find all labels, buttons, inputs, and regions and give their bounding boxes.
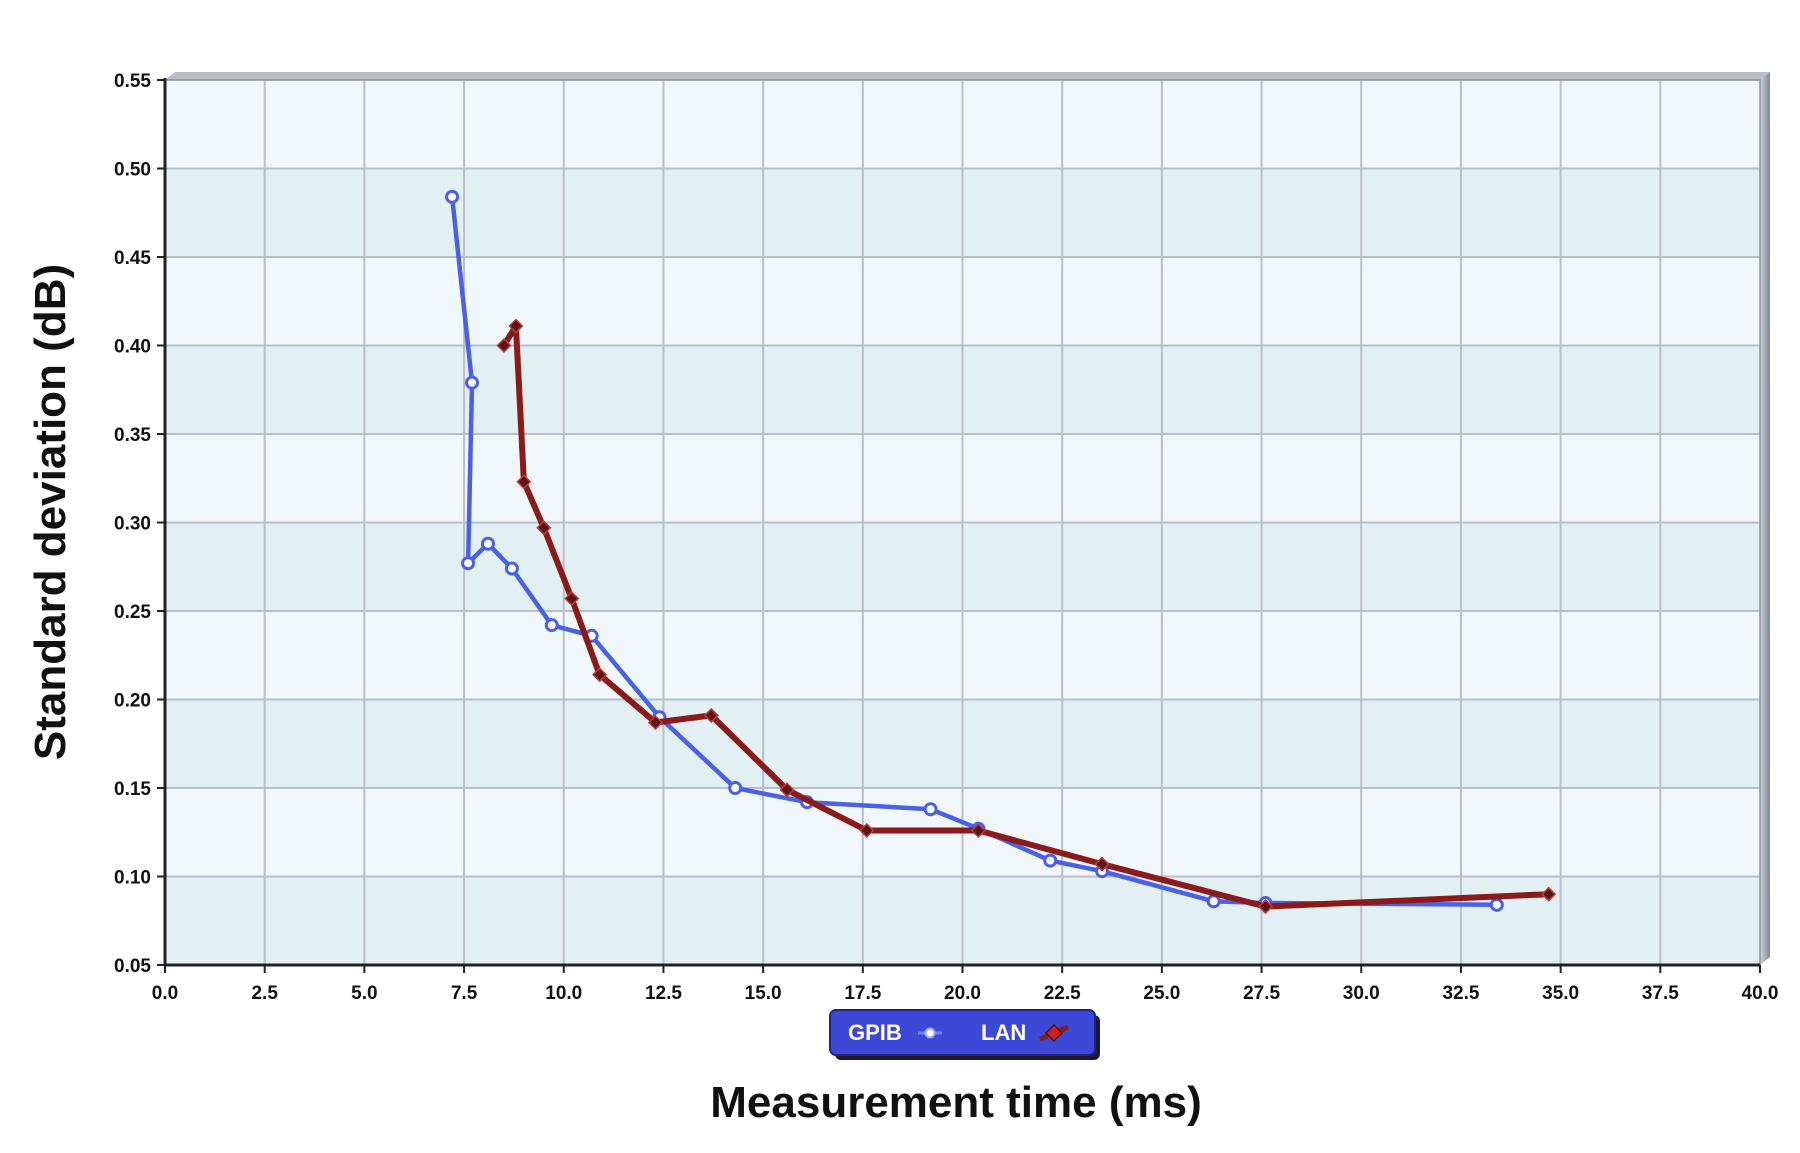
plot-depth-wall: [1760, 72, 1770, 965]
data-point-lan: [1094, 856, 1110, 872]
x-tick-label: 30.0: [1343, 983, 1380, 1004]
data-point-gpib: [1043, 853, 1058, 868]
plot-depth-top: [165, 72, 1770, 80]
x-tick-label: 20.0: [944, 983, 981, 1004]
data-point-gpib: [1489, 897, 1504, 912]
x-tick-label: 2.5: [251, 983, 278, 1004]
data-point-gpib: [728, 781, 743, 795]
legend-marker-lan: [1044, 1023, 1064, 1043]
y-tick-label: 0.55: [114, 71, 151, 92]
x-tick-label: 5.0: [351, 983, 377, 1004]
data-point-lan: [1541, 886, 1557, 902]
series-group: [445, 189, 1557, 915]
x-axis-title: Measurement time (ms): [710, 1078, 1201, 1127]
series-lan: [496, 318, 1557, 915]
x-tick-label: 27.5: [1243, 983, 1280, 1004]
gridlines: [165, 80, 1760, 965]
y-tick-label: 0.05: [114, 956, 151, 977]
data-point-gpib: [1206, 894, 1221, 909]
legend-marker-gpib: [924, 1027, 936, 1039]
x-tick-label: 35.0: [1542, 983, 1579, 1004]
x-tick-label: 12.5: [645, 983, 682, 1004]
data-point-lan: [647, 714, 664, 731]
y-tick-label: 0.15: [114, 779, 151, 800]
x-tick-label: 22.5: [1044, 983, 1081, 1004]
data-point-lan: [703, 707, 719, 723]
y-tick-label: 0.30: [114, 514, 151, 535]
data-point-lan: [536, 520, 552, 536]
y-tick-label: 0.50: [114, 160, 151, 181]
x-tick-label: 40.0: [1742, 983, 1779, 1004]
data-point-gpib: [544, 618, 559, 633]
data-point-gpib: [461, 556, 476, 571]
legend-box: [829, 1009, 1096, 1056]
y-tick-label: 0.35: [114, 425, 151, 446]
y-tick-label: 0.10: [114, 868, 151, 889]
legend-label-lan: LAN: [981, 1020, 1026, 1045]
x-tick-label: 37.5: [1642, 983, 1679, 1004]
data-point-lan: [508, 318, 524, 334]
data-point-lan: [592, 667, 608, 683]
y-tick-label: 0.20: [114, 691, 151, 712]
data-point-gpib: [480, 536, 495, 551]
x-tick-label: 10.0: [545, 983, 582, 1004]
y-axis-title: Standard deviation (dB): [26, 264, 75, 760]
data-point-gpib: [923, 802, 938, 817]
x-tick-label: 15.0: [745, 983, 782, 1004]
series-line-lan: [500, 323, 1552, 910]
y-tick-label: 0.40: [114, 337, 151, 358]
data-point-lan: [779, 782, 795, 798]
x-tick-label: 17.5: [844, 983, 881, 1004]
legend: GPIB LAN: [829, 1009, 1100, 1060]
data-point-gpib: [465, 375, 480, 390]
x-tick-label: 0.0: [152, 983, 178, 1004]
data-point-lan: [1257, 899, 1274, 915]
legend-label-gpib: GPIB: [848, 1020, 902, 1045]
data-point-lan: [516, 474, 532, 490]
y-tick-label: 0.25: [114, 602, 151, 623]
data-point-lan: [496, 337, 512, 354]
y-tick-label: 0.45: [114, 248, 151, 269]
data-point-lan: [970, 822, 987, 839]
data-point-gpib: [445, 189, 460, 204]
data-point-lan: [564, 591, 580, 607]
axes: 0.0 2.5 5.0 7.5 10.0 12.5 15.0 17.5 20.0 22.5 25.0…: [114, 71, 1778, 1004]
data-point-gpib: [504, 561, 519, 576]
x-tick-label: 25.0: [1143, 983, 1180, 1004]
data-point-lan: [859, 822, 875, 839]
x-tick-label: 7.5: [451, 983, 478, 1004]
x-tick-label: 32.5: [1442, 983, 1479, 1004]
